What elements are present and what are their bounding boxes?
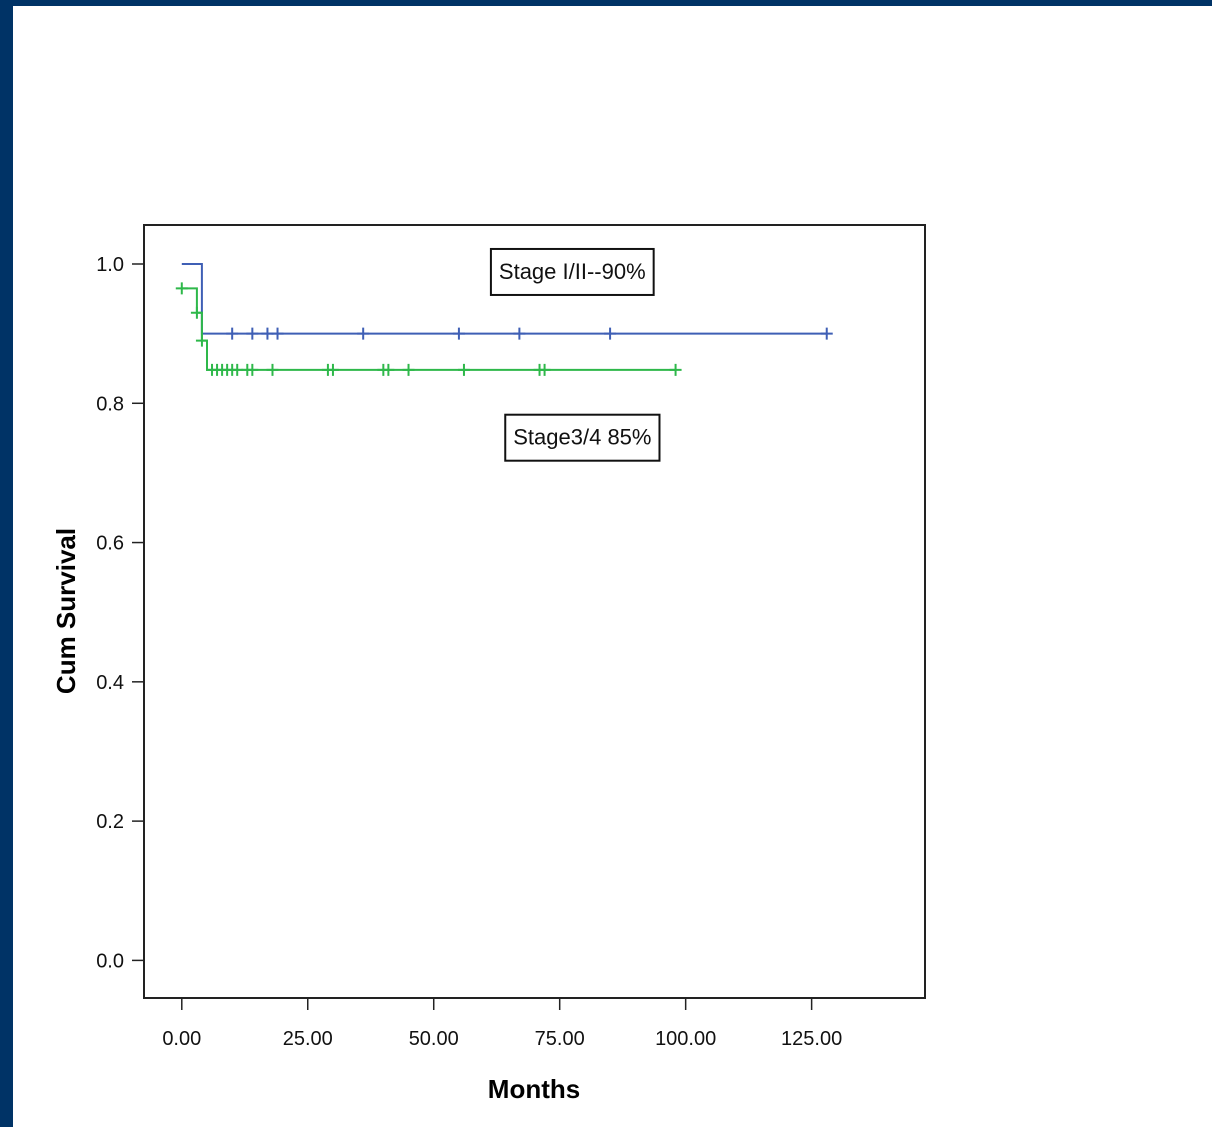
censor-mark [246,363,259,376]
censor-mark [604,327,617,340]
censor-mark [266,363,279,376]
censor-mark [357,327,370,340]
plot-area [143,224,926,999]
x-tick-label: 125.00 [781,1028,842,1050]
x-axis-title: Months [488,1074,580,1104]
series-layer [175,263,833,376]
y-tick-label: 0.6 [96,533,124,555]
censor-mark [326,363,339,376]
x-tick-label: 50.00 [409,1028,459,1050]
annotation-frame [489,247,655,296]
censor-mark [246,327,259,340]
censor-mark [452,327,465,340]
y-tick-label: 0.2 [96,811,124,833]
annotation-label: Stage I/II--90% [499,259,646,284]
censor-mark [190,306,203,319]
censor-mark [382,363,395,376]
censor-mark [402,363,415,376]
y-tick-label: 1.0 [96,254,124,276]
slide-frame-left [0,0,13,1127]
censor-mark [271,327,284,340]
annotation-box: Stage I/II--90% [489,247,655,296]
y-tick-label: 0.0 [96,950,124,972]
censor-mark [538,363,551,376]
censor-mark [226,327,239,340]
censor-mark [231,363,244,376]
x-tick-label: 25.00 [283,1028,333,1050]
censor-mark [261,327,274,340]
censor-mark [457,363,470,376]
y-axis: 0.0 0.2 0.4 0.6 0.8 1.0 [96,254,144,972]
y-tick-label: 0.8 [96,393,124,415]
censor-mark [175,282,188,295]
annotation-box: Stage3/4 85% [504,413,661,462]
censor-mark [820,327,833,340]
censor-mark [669,363,682,376]
series-line [181,287,676,371]
x-tick-label: 0.00 [162,1028,201,1050]
annotation-layer: Stage I/II--90% Stage3/4 85% [489,247,661,462]
x-axis: 0.00 25.00 50.00 75.00 100.00 125.00 [162,998,842,1050]
y-axis-title: Cum Survival [51,528,81,694]
censor-mark [513,327,526,340]
censor-mark [195,334,208,347]
y-tick-label: 0.4 [96,672,124,694]
annotation-frame [504,413,661,462]
slide-frame-top [0,0,1212,6]
series-2 [175,282,682,376]
series-1 [181,263,833,340]
x-tick-label: 75.00 [535,1028,585,1050]
annotation-label: Stage3/4 85% [513,425,651,450]
x-tick-label: 100.00 [655,1028,716,1050]
